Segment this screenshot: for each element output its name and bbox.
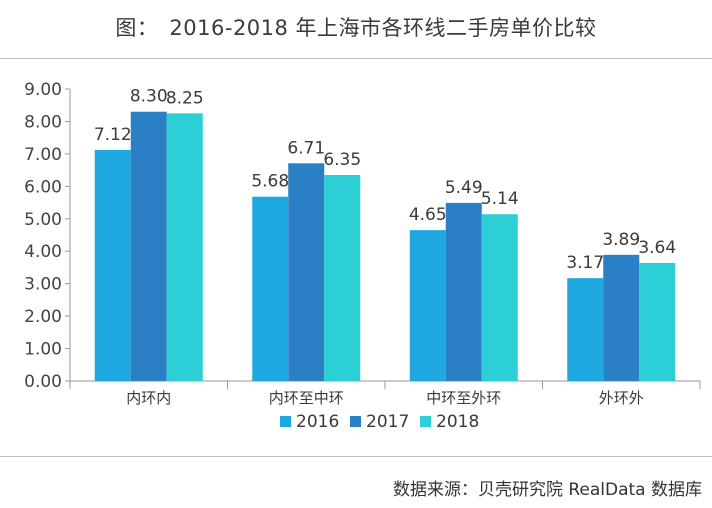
y-tick-label: 2.00 (24, 307, 62, 327)
legend-label-2018: 2018 (436, 412, 479, 432)
legend-swatch-2018 (420, 416, 431, 427)
legend-swatch-2017 (350, 416, 361, 427)
bottom-divider (0, 456, 712, 457)
bar-2016-1 (252, 196, 289, 381)
bar-2017-1 (288, 163, 325, 381)
y-tick-label: 6.00 (24, 177, 62, 197)
legend-label-2017: 2017 (366, 412, 409, 432)
y-tick-label: 4.00 (24, 242, 62, 262)
data-label: 8.30 (130, 87, 168, 107)
data-label: 5.14 (481, 189, 519, 209)
bar-2016-0 (94, 149, 131, 381)
bar-2016-3 (567, 278, 604, 381)
bar-2018-1 (324, 174, 361, 381)
data-label: 7.12 (94, 125, 132, 145)
x-category-label: 外环外 (599, 389, 644, 407)
x-category-label: 内环内 (126, 389, 171, 407)
bar-2018-3 (639, 262, 676, 381)
bar-chart: 0.00 1.00 2.00 3.00 4.00 5.00 6.00 7.00 8.00 9.00… (24, 80, 701, 432)
data-label: 8.25 (166, 88, 204, 108)
data-label: 5.68 (251, 172, 289, 192)
data-label: 6.71 (287, 138, 325, 158)
y-tick-label: 5.00 (24, 210, 62, 230)
bar-2017-2 (445, 202, 482, 381)
legend-swatch-2016 (280, 416, 291, 427)
data-label: 3.89 (602, 230, 640, 250)
data-label: 3.17 (566, 253, 604, 273)
bar-2017-3 (603, 254, 640, 381)
data-label: 3.64 (638, 238, 676, 258)
data-label: 6.35 (323, 150, 361, 170)
x-category-label: 中环至外环 (426, 389, 501, 407)
y-tick-label: 7.00 (24, 145, 62, 165)
bar-2018-2 (481, 214, 518, 381)
y-tick-label: 8.00 (24, 112, 62, 132)
y-tick-label: 0.00 (24, 372, 62, 392)
chart-title: 图： 2016-2018 年上海市各环线二手房单价比较 (115, 16, 597, 40)
data-source-note: 数据来源：贝壳研究院 RealData 数据库 (392, 480, 702, 500)
legend-label-2016: 2016 (296, 412, 339, 432)
bar-2018-0 (166, 113, 203, 382)
data-label: 5.49 (445, 178, 483, 198)
data-label: 4.65 (409, 205, 447, 225)
bar-2016-2 (409, 230, 446, 381)
y-tick-label: 9.00 (24, 80, 62, 100)
y-tick-label: 1.00 (24, 340, 62, 360)
x-category-label: 内环至中环 (269, 389, 344, 407)
top-divider (0, 58, 712, 59)
y-tick-label: 3.00 (24, 275, 62, 295)
bar-2017-0 (130, 111, 167, 381)
